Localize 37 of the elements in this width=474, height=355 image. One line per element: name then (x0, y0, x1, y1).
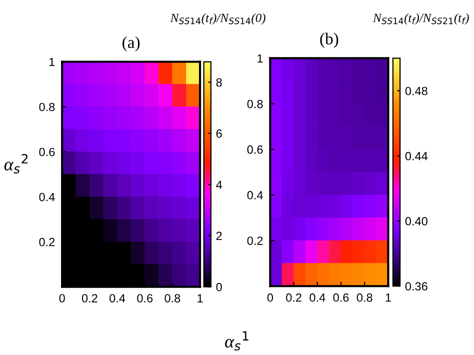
y-tick-label: 1 (49, 58, 55, 66)
y-tick-label: 0.8 (247, 100, 263, 108)
y-tick-label: 0.2 (39, 238, 55, 246)
color-bar-title: N$_{SS14}$(t$_{f}$)/N$_{SS14}$(0) (170, 13, 266, 25)
y-tick-label: 1 (258, 54, 263, 62)
x-tick-label: 0 (267, 293, 273, 302)
x-tick-label: 0.6 (333, 293, 349, 302)
x-tick-label: 0.8 (356, 293, 372, 302)
text: N$_{SS14}$(t$_{f}$)/N$_{SS21}$(t$_{f}$) (372, 13, 469, 25)
y-tick-label: 0.2 (247, 236, 263, 245)
x-tick-label: 0.4 (110, 294, 126, 302)
y-tick-label: 0.8 (39, 102, 55, 112)
y-tick-label: 0.4 (247, 191, 263, 200)
color-bar-label: 0.40 (405, 217, 428, 226)
x-tick-label: 0.4 (310, 293, 326, 302)
chart-title: (a) (122, 36, 140, 52)
x-tick-label: 0.2 (82, 294, 98, 302)
color-bar-label: 4 (216, 180, 222, 189)
x-tick-label: 0.6 (137, 294, 153, 302)
y-axis-title: α$_{s}$$^{2}$ (4, 154, 28, 174)
color-bar-label: 0.36 (405, 282, 428, 291)
x-tick-label: 1 (198, 294, 203, 302)
x-axis-title: α$_{s}$$^{1}$ (225, 331, 248, 351)
y-tick-label: 0.6 (39, 148, 55, 156)
color-bar-label: 6 (216, 129, 222, 138)
y-tick-label: 0.4 (39, 192, 55, 202)
color-bar-label: 0.48 (405, 86, 428, 96)
chart-title: (b) (320, 32, 338, 48)
color-bar-label: 0.44 (405, 152, 428, 160)
x-tick-label: 1 (386, 294, 391, 302)
x-tick-label: 0.8 (164, 294, 180, 302)
color-bar-label: 0 (216, 282, 222, 292)
color-bar-label: 8 (216, 78, 222, 87)
x-tick-label: 0.2 (286, 293, 302, 302)
color-bar-label: 2 (216, 232, 222, 240)
x-tick-label: 0 (59, 294, 65, 302)
y-tick-label: 0.6 (247, 145, 263, 154)
